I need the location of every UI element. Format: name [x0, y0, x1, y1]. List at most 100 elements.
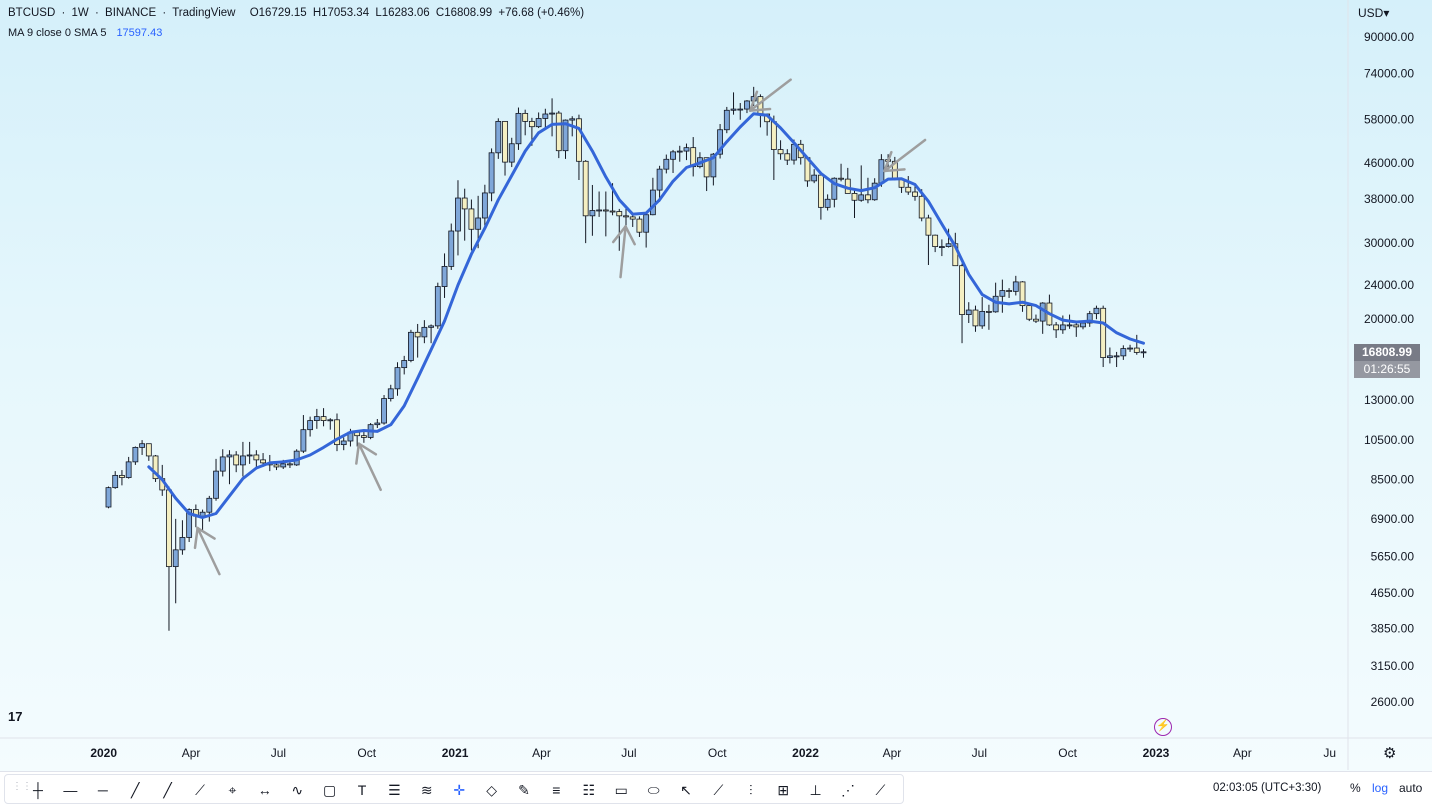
- moving-average-line: [147, 112, 1145, 519]
- candle-body: [623, 215, 629, 218]
- x-tick-label: Oct: [357, 746, 376, 760]
- candle-body: [656, 168, 663, 191]
- cross-cursor-tool[interactable]: ┼: [33, 782, 43, 798]
- y-tick-label: 5650.00: [1371, 549, 1415, 563]
- date-range-tool[interactable]: ↔: [257, 782, 272, 798]
- projection-tool[interactable]: ⊞: [777, 782, 790, 798]
- arrow-cursor-tool[interactable]: ↖: [680, 782, 692, 798]
- close-value: C16808.99: [435, 7, 493, 19]
- percent-scale-button[interactable]: %: [1350, 781, 1361, 795]
- annotation-arrowhead: [883, 150, 893, 173]
- candle-body: [448, 230, 455, 267]
- clock-label[interactable]: 02:03:05 (UTC+3:30): [1213, 782, 1322, 794]
- indicator-value: 17597.43: [116, 27, 163, 39]
- annotation-arrowhead: [748, 90, 759, 112]
- candle-body: [233, 454, 240, 466]
- candle-body: [979, 310, 986, 327]
- path-tool[interactable]: ∿: [291, 782, 304, 798]
- candle-body: [1073, 324, 1080, 328]
- y-tick-label: 13000.00: [1364, 393, 1414, 407]
- crosshair-tool[interactable]: ✛: [453, 782, 466, 798]
- pin-tool[interactable]: ⌖: [228, 782, 237, 798]
- candle-body: [1053, 324, 1060, 331]
- candle-body: [213, 470, 219, 499]
- candle-body: [596, 209, 603, 212]
- candle-body: [1033, 318, 1039, 322]
- callout-tool[interactable]: ▭: [614, 782, 628, 798]
- ellipse-tool[interactable]: ⬭: [647, 782, 660, 798]
- bolt-icon[interactable]: ⚡: [1154, 718, 1172, 736]
- candle-body: [387, 388, 394, 399]
- trend-line-tool[interactable]: —: [63, 782, 78, 798]
- gear-icon[interactable]: ⚙: [1383, 745, 1397, 762]
- gann-tool[interactable]: ☷: [582, 782, 596, 798]
- extended-line-tool[interactable]: ╱: [163, 782, 172, 798]
- log-scale-button[interactable]: log: [1372, 781, 1389, 795]
- info-line-tool[interactable]: ⟋: [195, 782, 205, 798]
- candle-body: [858, 194, 865, 201]
- candle-body: [529, 120, 535, 128]
- candle-body: [784, 153, 791, 161]
- candle-body: [394, 367, 401, 390]
- candle-body: [374, 422, 381, 426]
- candle-body: [972, 309, 979, 327]
- candle-body: [865, 194, 871, 201]
- annotation-arrow: [748, 78, 792, 112]
- y-tick-label: 58000.00: [1364, 112, 1414, 126]
- symbol-name[interactable]: BTCUSD: [8, 7, 56, 19]
- horizontal-ray-tool[interactable]: ─: [97, 782, 108, 798]
- y-tick-label: 24000.00: [1364, 278, 1414, 292]
- candle-body: [468, 208, 475, 230]
- candle-body: [522, 112, 529, 122]
- candle-body: [186, 509, 193, 538]
- x-tick-label: 2021: [442, 746, 469, 760]
- polyline-tool[interactable]: ⟋: [713, 782, 724, 798]
- candle-body: [1113, 355, 1120, 358]
- long-position-tool[interactable]: ⊥: [809, 782, 822, 798]
- brush-tool[interactable]: ✎: [518, 782, 530, 798]
- candle-body: [226, 454, 233, 458]
- price-chart[interactable]: 90000.00 74000.00 58000.00 46000.00 38000.00…: [0, 0, 1432, 770]
- x-tick-label: Jul: [972, 746, 987, 760]
- candle-body: [999, 290, 1006, 297]
- candle-body: [421, 326, 428, 338]
- candle-body: [360, 435, 367, 438]
- x-tick-label: Apr: [532, 746, 551, 760]
- y-tick-label: 6900.00: [1371, 512, 1415, 526]
- forecast-tool[interactable]: ⋰: [841, 782, 855, 798]
- candle-body: [119, 474, 125, 478]
- candle-body: [912, 191, 918, 197]
- y-tick-label: 3850.00: [1371, 621, 1415, 635]
- magic-wand-tool[interactable]: ⟋: [875, 782, 886, 798]
- candle-body: [831, 177, 838, 200]
- interval-label[interactable]: 1W: [71, 7, 89, 19]
- candle-body: [508, 143, 515, 163]
- y-tick-label: 46000.00: [1364, 156, 1414, 170]
- candle-body: [280, 463, 287, 468]
- eraser-tool[interactable]: ◇: [486, 782, 497, 798]
- candle-body: [1026, 305, 1033, 320]
- bars-pattern-tool[interactable]: ⫶: [749, 782, 753, 798]
- tradingview-logo-icon[interactable]: 17: [8, 709, 23, 724]
- candle-body: [414, 331, 421, 338]
- indicator-legend[interactable]: MA 9 close 0 SMA 5 17597.43: [8, 27, 162, 39]
- candle-body: [1086, 313, 1093, 324]
- fib-channel-tool[interactable]: ≋: [420, 782, 433, 798]
- candle-body: [851, 193, 858, 201]
- candle-body: [1100, 307, 1107, 358]
- auto-scale-button[interactable]: auto: [1399, 781, 1423, 795]
- rectangle-tool[interactable]: ▢: [322, 782, 337, 798]
- candle-body: [838, 177, 844, 180]
- currency-selector[interactable]: USD▾: [1358, 6, 1389, 20]
- candle-body: [246, 454, 253, 457]
- candle-body: [105, 487, 112, 508]
- text-tool[interactable]: T: [357, 782, 367, 798]
- fib-retracement-tool[interactable]: ☰: [388, 782, 401, 798]
- candle-body: [878, 159, 885, 184]
- ray-tool[interactable]: ╱: [130, 782, 140, 798]
- grip-handle-icon[interactable]: ⋮⋮: [12, 781, 32, 792]
- pitchfork-tool[interactable]: ≡: [552, 782, 561, 798]
- open-value: O16729.15: [249, 7, 307, 19]
- candle-body: [824, 198, 831, 208]
